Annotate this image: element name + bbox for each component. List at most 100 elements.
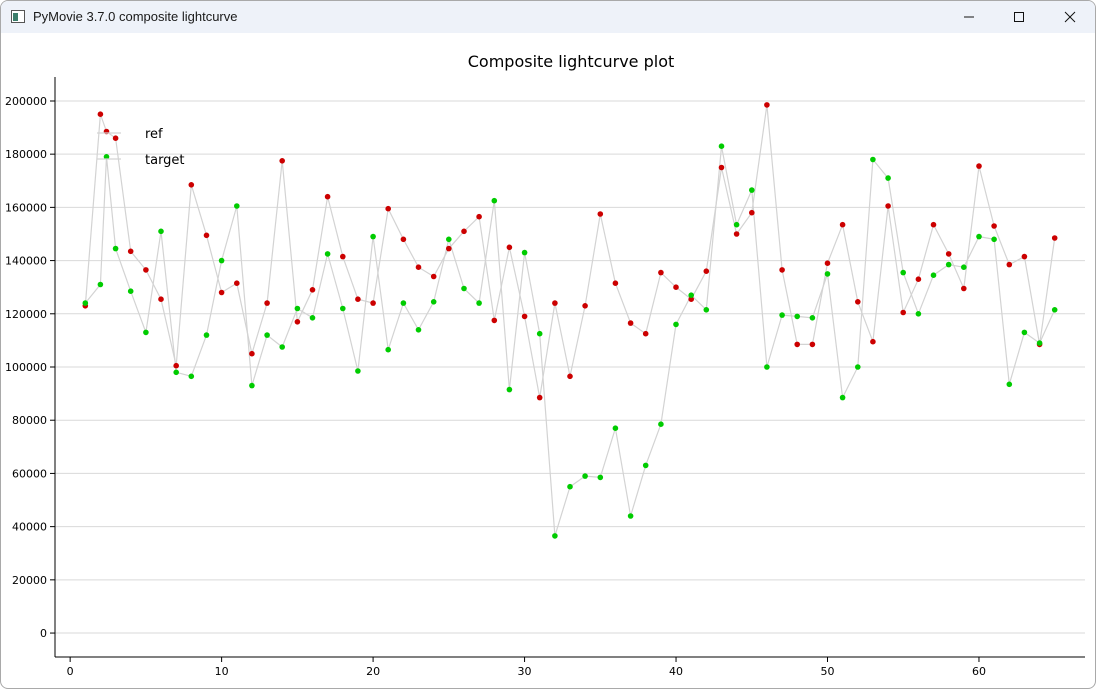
- data-point-target: [536, 330, 543, 337]
- data-point-ref: [991, 223, 997, 229]
- data-point-target: [127, 288, 134, 294]
- data-point-target: [415, 327, 422, 333]
- app-icon: [11, 10, 25, 23]
- title-bar[interactable]: PyMovie 3.7.0 composite lightcurve: [1, 1, 1095, 33]
- data-point-ref: [961, 285, 967, 292]
- data-point-target: [673, 321, 679, 328]
- y-tick-label: 40000: [12, 521, 47, 534]
- data-point-ref: [885, 203, 891, 209]
- data-point-ref: [976, 163, 982, 169]
- x-tick-label: 0: [67, 665, 74, 678]
- data-point-target: [718, 143, 725, 149]
- data-point-ref: [658, 269, 664, 276]
- data-point-ref: [945, 251, 952, 257]
- data-point-target: [824, 271, 831, 277]
- data-point-ref: [173, 362, 179, 369]
- data-point-ref: [855, 299, 861, 305]
- data-points: [82, 102, 1058, 539]
- data-point-ref: [158, 296, 164, 303]
- data-point-ref: [127, 248, 134, 255]
- minimize-icon: [964, 16, 974, 18]
- data-point-ref: [673, 284, 679, 290]
- x-tick-label: 20: [366, 665, 380, 678]
- data-point-target: [97, 281, 104, 288]
- data-point-target: [294, 305, 301, 312]
- data-point-target: [642, 462, 649, 469]
- data-point-target: [900, 269, 906, 276]
- data-point-target: [612, 425, 619, 432]
- data-point-ref: [415, 264, 422, 270]
- x-tick-label: 50: [821, 665, 835, 678]
- minimize-button[interactable]: [946, 1, 992, 33]
- data-point-target: [885, 175, 891, 181]
- data-point-ref: [309, 287, 316, 293]
- series-line-ref: [84, 104, 1056, 398]
- close-button[interactable]: [1047, 1, 1093, 33]
- data-point-target: [839, 394, 846, 401]
- y-tick-label: 100000: [5, 361, 47, 374]
- data-point-ref: [718, 164, 725, 171]
- data-point-ref: [749, 209, 755, 216]
- legend-label-target: target: [145, 153, 185, 168]
- data-point-target: [203, 332, 210, 338]
- data-point-target: [143, 329, 149, 336]
- data-point-ref: [218, 289, 225, 296]
- maximize-button[interactable]: [996, 1, 1042, 33]
- data-point-target: [930, 272, 937, 278]
- data-point-target: [597, 474, 604, 481]
- data-point-ref: [597, 211, 604, 217]
- series-line-target: [84, 146, 1056, 537]
- data-point-target: [188, 373, 195, 380]
- data-point-ref: [839, 221, 846, 228]
- data-point-target: [733, 221, 740, 228]
- y-tick-label: 180000: [5, 148, 47, 161]
- data-point-target: [809, 315, 816, 321]
- axes: 0 20000 40000 60000 80000 100000 120000 140000 1…: [5, 77, 1085, 678]
- data-point-target: [309, 315, 316, 321]
- data-point-target: [158, 228, 164, 235]
- data-point-ref: [370, 300, 376, 306]
- data-point-target: [794, 313, 800, 320]
- data-point-target: [340, 305, 346, 312]
- data-point-target: [103, 154, 110, 160]
- x-tick-label: 30: [518, 665, 532, 678]
- data-point-ref: [491, 317, 498, 324]
- data-point-ref: [870, 338, 876, 345]
- data-point-ref: [824, 260, 831, 266]
- data-point-target: [218, 257, 225, 264]
- data-point-target: [915, 311, 922, 317]
- data-point-target: [658, 421, 664, 428]
- data-point-target: [491, 197, 498, 204]
- data-point-target: [1036, 340, 1043, 346]
- data-point-target: [461, 285, 467, 292]
- chart-title: Composite lightcurve plot: [468, 52, 675, 71]
- data-point-target: [1006, 381, 1013, 388]
- data-point-ref: [97, 111, 104, 117]
- data-point-ref: [385, 205, 392, 212]
- data-point-ref: [809, 341, 816, 348]
- data-point-ref: [279, 158, 286, 164]
- data-point-ref: [764, 102, 770, 108]
- data-point-ref: [612, 280, 619, 286]
- maximize-icon: [1014, 12, 1024, 22]
- data-point-ref: [461, 228, 467, 235]
- data-point-target: [764, 364, 770, 370]
- data-point-target: [521, 249, 528, 256]
- data-point-ref: [294, 319, 301, 325]
- data-point-ref: [234, 280, 240, 286]
- data-point-ref: [1021, 253, 1028, 260]
- data-point-ref: [521, 313, 528, 320]
- data-point-target: [446, 236, 452, 243]
- y-tick-label: 60000: [12, 467, 47, 480]
- data-point-ref: [430, 273, 437, 280]
- data-point-ref: [582, 303, 588, 309]
- data-point-ref: [642, 330, 649, 337]
- data-point-target: [779, 312, 785, 318]
- data-point-ref: [188, 182, 195, 188]
- data-point-target: [855, 364, 861, 370]
- data-point-ref: [703, 268, 710, 274]
- close-icon: [1064, 11, 1076, 23]
- data-point-target: [112, 245, 119, 252]
- data-point-target: [976, 233, 982, 240]
